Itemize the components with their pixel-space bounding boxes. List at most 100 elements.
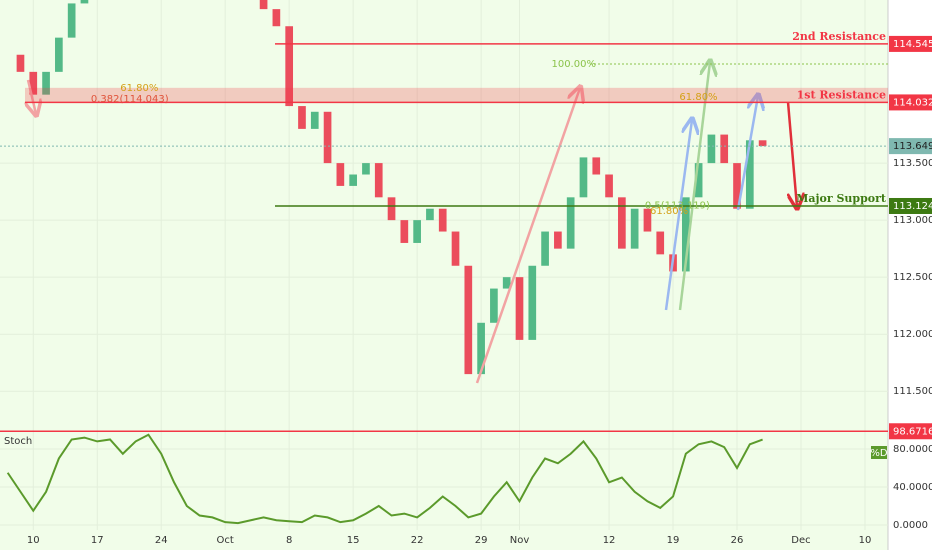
candle — [80, 0, 89, 4]
arrow — [678, 62, 710, 311]
x-tick-label: 22 — [411, 535, 424, 546]
arrow — [28, 79, 36, 114]
candle — [477, 322, 485, 375]
candle — [733, 163, 741, 209]
candle — [579, 157, 588, 198]
candle — [374, 163, 383, 198]
price-label: 113.649 — [893, 141, 932, 152]
candle — [349, 174, 357, 186]
candle — [298, 106, 306, 129]
level-name: Major Support — [796, 192, 887, 205]
price-label: 98.6716 — [893, 426, 932, 437]
candle — [605, 174, 613, 198]
candle — [426, 208, 434, 221]
y-tick-label: 113.000 — [893, 215, 932, 226]
candle — [490, 288, 498, 323]
grid — [0, 0, 888, 530]
price-marks — [16, 0, 767, 375]
candle — [515, 277, 524, 340]
annotation: 0.382(114.043) — [91, 94, 169, 105]
legend-entry: %D — [870, 448, 888, 459]
price-label: 114.032 — [893, 97, 932, 108]
x-tick-label: 15 — [347, 535, 360, 546]
candle — [285, 26, 294, 107]
candle — [413, 220, 421, 243]
axis-background — [888, 0, 932, 550]
x-tick-label: 8 — [286, 535, 292, 546]
candle — [67, 3, 76, 38]
annotation: 61.80% — [120, 83, 158, 94]
candle — [400, 220, 409, 243]
x-tick-label: 26 — [731, 535, 744, 546]
resistance-band — [25, 87, 888, 103]
x-tick-label: 17 — [91, 535, 104, 546]
y-tick-label: 111.500 — [893, 386, 932, 397]
candle — [758, 140, 767, 147]
arrow — [475, 88, 580, 384]
candle — [566, 197, 575, 249]
plot-background — [0, 0, 888, 550]
y-tick-label: 112.500 — [893, 272, 932, 283]
x-tick-label: Oct — [217, 535, 234, 546]
candle — [630, 208, 639, 249]
x-tick-label: 10 — [859, 535, 872, 546]
candle — [451, 231, 460, 266]
price-label-box — [889, 197, 932, 214]
candle — [745, 140, 754, 209]
y-tick-label: 80.0000 — [893, 444, 932, 455]
x-tick-label: Dec — [791, 535, 810, 546]
candle — [29, 71, 38, 95]
level-name: 1st Resistance — [797, 88, 886, 101]
candle — [502, 277, 511, 289]
y-tick-label: 113.500 — [893, 158, 932, 169]
price-label: 113.124 — [893, 201, 932, 212]
price-label-box — [889, 138, 932, 155]
candle — [310, 111, 319, 129]
candle — [618, 197, 626, 249]
price-label-box — [889, 35, 932, 52]
level-name: 2nd Resistance — [792, 30, 886, 43]
arrow — [736, 96, 758, 211]
candle — [681, 197, 690, 272]
candle — [643, 208, 652, 232]
candle — [259, 0, 268, 10]
x-tick-label: 10 — [27, 535, 40, 546]
candle — [16, 54, 25, 72]
candle — [554, 231, 562, 249]
x-tick-label: 19 — [667, 535, 680, 546]
x-tick-label: 24 — [155, 535, 168, 546]
candle — [656, 231, 665, 255]
candle — [42, 71, 50, 95]
x-tick-label: Nov — [510, 535, 530, 546]
price-label-box — [889, 423, 932, 440]
candle — [528, 265, 537, 340]
arrow — [664, 120, 692, 311]
candle — [55, 37, 63, 72]
legend-box — [871, 446, 887, 459]
candle — [707, 134, 716, 164]
y-tick-label: 40.0000 — [893, 482, 932, 493]
candle — [541, 231, 549, 266]
pane-title: Stoch — [4, 436, 32, 447]
candle — [336, 163, 345, 186]
candle — [438, 208, 447, 232]
arrow — [786, 101, 797, 207]
candle — [272, 9, 281, 27]
candle — [592, 157, 601, 175]
candle — [464, 265, 473, 375]
y-tick-label: 0.0000 — [893, 520, 928, 531]
candle — [323, 111, 332, 164]
price-label: 114.545 — [893, 39, 932, 50]
candle — [387, 197, 396, 221]
arrows — [28, 62, 888, 384]
stoch-line — [6, 433, 763, 525]
x-tick-label: 29 — [475, 535, 488, 546]
y-tick-label: 112.000 — [893, 329, 932, 340]
candle — [362, 163, 370, 175]
x-tick-label: 12 — [603, 535, 616, 546]
annotation: 61.80% — [650, 206, 688, 217]
annotation: 100.00% — [551, 59, 596, 70]
candle — [694, 163, 703, 198]
candle — [720, 134, 729, 164]
